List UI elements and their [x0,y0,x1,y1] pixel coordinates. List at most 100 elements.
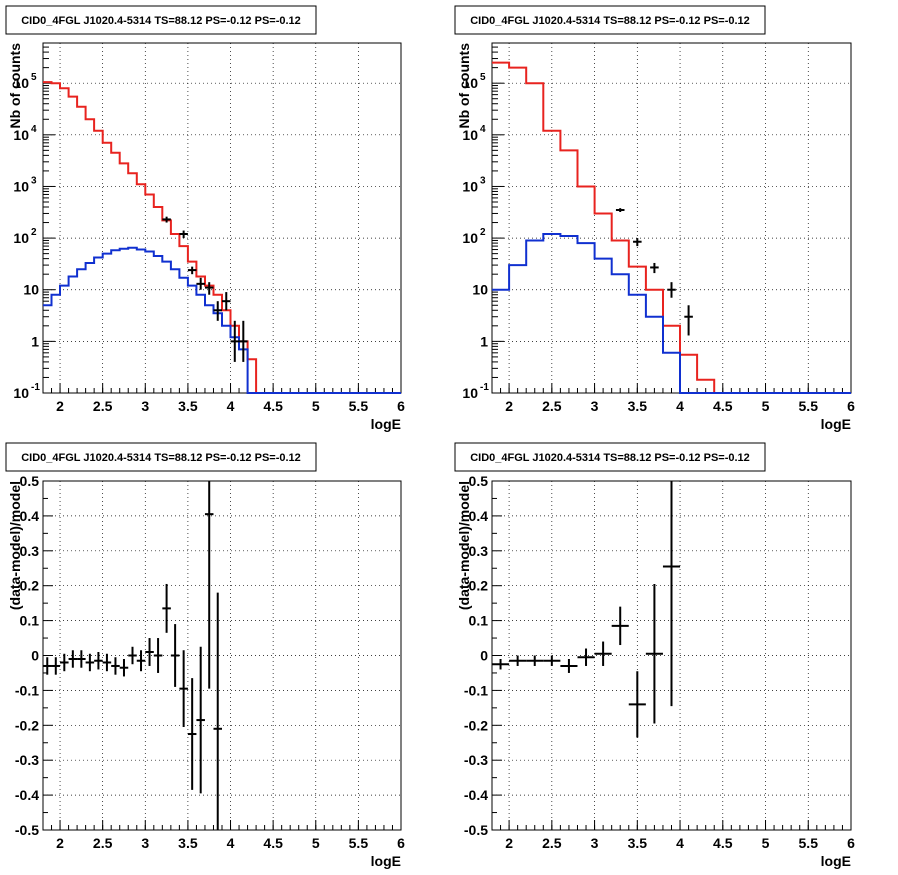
y-tick-label: 0.3 [20,543,40,559]
data-point [213,592,222,830]
y-tick-exponent: 3 [480,175,486,186]
x-axis-label: logE [821,853,851,869]
y-tick-label: -0.5 [15,822,39,838]
data-point [662,481,681,707]
y-tick-label: 0.2 [20,578,40,594]
y-tick-label: -0.1 [464,682,488,698]
y-tick-label: 0.5 [469,473,489,489]
data-point [230,320,240,362]
y-tick-label: -0.5 [464,822,488,838]
data-point [68,650,78,668]
title-box [5,5,317,35]
x-tick-label: 6 [397,398,405,414]
y-tick-exponent: 2 [31,227,37,238]
x-tick-label: 3.5 [628,835,648,851]
x-tick-label: 2 [56,835,64,851]
x-tick-label: 5.5 [799,835,819,851]
y-tick-label: 0.2 [469,578,489,594]
data-point [136,650,146,672]
x-tick-label: 6 [847,398,855,414]
y-axis-label: Nb of counts [456,43,472,129]
x-tick-label: 3.5 [178,398,198,414]
x-axis-label: logE [371,416,401,432]
chart-title: CID0_4FGL J1020.4-5314 TS=88.12 PS=-0.12… [21,452,301,464]
x-tick-label: 4.5 [263,398,283,414]
y-tick-exponent: 5 [31,72,37,83]
x-tick-label: 4.5 [263,835,283,851]
data-point [162,216,171,223]
y-tick-label: 10 [462,385,478,401]
y-tick-label: 10 [462,75,478,91]
data-point [162,583,171,633]
data-point [111,657,120,675]
x-tick-label: 2.5 [93,398,113,414]
y-tick-label: -0.3 [464,752,488,768]
x-tick-label: 5.5 [349,835,369,851]
y-tick-label: 10 [462,230,478,246]
data-point [633,238,642,247]
x-tick-label: 5 [762,835,770,851]
x-tick-label: 3 [141,835,149,851]
x-tick-label: 3.5 [628,398,648,414]
y-tick-label: 0 [31,648,39,664]
data-point [628,671,646,738]
x-tick-label: 5 [762,398,770,414]
data-point [128,646,137,665]
y-tick-label: 0 [480,648,488,664]
series-2-line [492,233,851,394]
data-point [509,655,527,666]
data-point [102,653,112,672]
data-point [645,583,663,724]
y-tick-label: 10 [472,282,488,298]
x-tick-label: 4 [227,398,235,414]
data-point [577,648,595,666]
y-tick-label: 0.5 [20,473,40,489]
y-tick-label: 0.3 [469,543,489,559]
x-tick-label: 4 [676,398,684,414]
y-tick-label: 0.1 [20,613,40,629]
data-point [650,262,659,274]
data-point [179,650,188,728]
y-axis-label: Nb of counts [7,43,23,129]
data-point [187,678,197,790]
data-point [196,646,205,794]
y-tick-label: 0.4 [20,508,40,524]
y-tick-exponent: 4 [31,124,37,135]
y-tick-label: 10 [462,178,478,194]
x-tick-label: 4 [676,835,684,851]
data-point [85,653,95,672]
y-tick-label: 10 [13,75,29,91]
x-tick-label: 2.5 [93,835,113,851]
x-tick-label: 2 [505,398,513,414]
plot-frame [491,42,852,394]
y-tick-exponent: -1 [31,382,40,393]
y-tick-label: 0.4 [469,508,489,524]
data-point [170,624,180,687]
y-tick-label: 0.1 [469,613,489,629]
data-point [611,606,629,646]
data-point [153,638,163,673]
x-tick-label: 5.5 [799,398,819,414]
data-point [560,658,578,673]
plot-frame [42,480,402,831]
chart-title: CID0_4FGL J1020.4-5314 TS=88.12 PS=-0.12… [21,15,301,27]
title-box [454,442,766,472]
y-tick-label: -0.2 [464,717,488,733]
data-point [684,305,693,336]
y-tick-label: 10 [13,230,29,246]
y-tick-label: 10 [13,178,29,194]
series-2-line [43,246,401,394]
x-tick-label: 4.5 [713,398,733,414]
data-point [145,638,154,666]
data-point [43,657,52,675]
data-point [204,282,214,295]
x-tick-label: 3 [591,835,599,851]
x-tick-label: 4.5 [713,835,733,851]
data-point [615,208,625,213]
title-box [5,442,317,472]
x-tick-label: 3 [141,398,149,414]
x-tick-label: 6 [397,835,405,851]
y-tick-label: 10 [13,385,29,401]
